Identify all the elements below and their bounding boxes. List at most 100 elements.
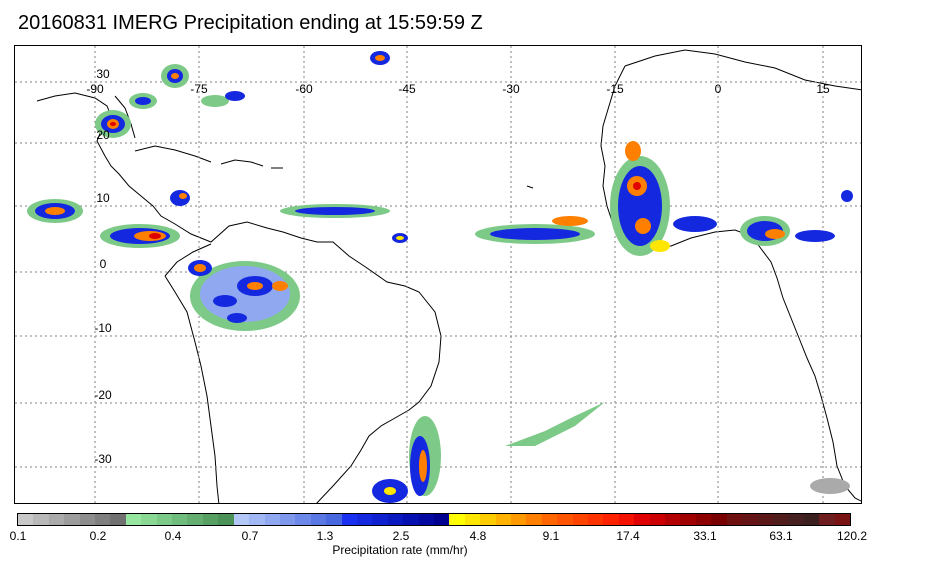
colorbar-swatch bbox=[48, 514, 65, 525]
precip-cell bbox=[135, 97, 151, 105]
colorbar-swatch bbox=[141, 514, 157, 525]
coastline-cape-verde bbox=[526, 185, 534, 189]
colorbar-title: Precipitation rate (mm/hr) bbox=[332, 543, 468, 557]
precip-band bbox=[505, 402, 605, 446]
colorbar-swatch bbox=[618, 514, 635, 525]
colorbar-swatch bbox=[464, 514, 481, 525]
precip-cell bbox=[635, 218, 651, 234]
colorbar-swatch bbox=[79, 514, 96, 525]
colorbar-swatch bbox=[711, 514, 727, 525]
precipitation-cells bbox=[27, 51, 853, 503]
map-canvas: -90 -75 -60 -45 -30 -15 0 15 30 20 10 0 -10 -20 -30 bbox=[15, 46, 861, 503]
colorbar-swatch bbox=[341, 514, 357, 525]
longitude-label: -45 bbox=[398, 82, 416, 96]
colorbar-swatch bbox=[403, 514, 419, 525]
longitude-label: 0 bbox=[715, 82, 722, 96]
colorbar-swatch bbox=[64, 514, 80, 525]
longitude-label: -90 bbox=[86, 82, 104, 96]
colorbar-swatch bbox=[326, 514, 342, 525]
coastlines bbox=[36, 49, 861, 503]
precip-cell bbox=[490, 228, 580, 240]
colorbar-tick-label: 63.1 bbox=[769, 529, 793, 543]
latitude-label: 30 bbox=[96, 67, 110, 81]
colorbar-swatch bbox=[249, 514, 265, 525]
longitude-label: -30 bbox=[502, 82, 520, 96]
precip-cell bbox=[375, 55, 385, 61]
latitude-label: -10 bbox=[94, 321, 112, 335]
colorbar-swatch bbox=[557, 514, 573, 525]
colorbar-swatch bbox=[18, 514, 34, 525]
precip-cell bbox=[625, 141, 641, 161]
colorbar-swatch bbox=[279, 514, 296, 525]
colorbar-swatch bbox=[433, 514, 450, 525]
colorbar-swatch bbox=[695, 514, 712, 525]
coastline-hispaniola bbox=[220, 159, 264, 167]
precip-cell bbox=[419, 450, 427, 482]
precip-cell bbox=[149, 233, 161, 239]
precip-cell bbox=[633, 182, 641, 190]
precip-cell bbox=[384, 487, 396, 495]
precip-cell bbox=[810, 478, 850, 494]
colorbar-tick-label: 4.8 bbox=[469, 529, 487, 543]
colorbar-swatch bbox=[264, 514, 280, 525]
coastline-americas bbox=[36, 92, 442, 503]
colorbar-swatch bbox=[757, 514, 773, 525]
colorbar-swatch bbox=[726, 514, 743, 525]
precip-cell bbox=[45, 207, 65, 215]
map-title: 20160831 IMERG Precipitation ending at 1… bbox=[18, 12, 483, 34]
colorbar-swatch bbox=[788, 514, 804, 525]
colorbar-swatch bbox=[541, 514, 558, 525]
colorbar-tick-label: 33.1 bbox=[693, 529, 717, 543]
precip-cell bbox=[194, 264, 206, 272]
coastline-south-america-west bbox=[164, 275, 220, 503]
precip-cell bbox=[295, 207, 375, 215]
latitude-label: 0 bbox=[100, 257, 107, 271]
colorbar-tick-label: 0.2 bbox=[89, 529, 107, 543]
colorbar-swatch bbox=[819, 514, 835, 525]
colorbar-swatch bbox=[310, 514, 327, 525]
precip-cell bbox=[673, 216, 717, 232]
colorbar-swatch bbox=[156, 514, 173, 525]
precip-cell bbox=[272, 281, 288, 291]
colorbar-tick-label: 120.2 bbox=[836, 529, 868, 543]
colorbar-tick-label: 0.1 bbox=[9, 529, 27, 543]
latitude-label: -30 bbox=[94, 452, 112, 466]
colorbar bbox=[17, 513, 851, 526]
colorbar-swatch bbox=[125, 514, 142, 525]
colorbar-swatch bbox=[511, 514, 527, 525]
colorbar-swatch bbox=[95, 514, 111, 525]
latitude-label: -20 bbox=[94, 388, 112, 402]
colorbar-tick-label: 0.4 bbox=[164, 529, 182, 543]
precipitation-map[interactable]: -90 -75 -60 -45 -30 -15 0 15 30 20 10 0 -10 -20 -30 bbox=[14, 45, 862, 504]
precip-cell bbox=[765, 229, 785, 239]
precip-cell bbox=[213, 295, 237, 307]
precip-cell bbox=[170, 190, 190, 206]
coastline-florida bbox=[114, 95, 136, 139]
colorbar-swatch bbox=[372, 514, 388, 525]
colorbar-tick-label: 2.5 bbox=[392, 529, 410, 543]
longitude-label: -75 bbox=[190, 82, 208, 96]
longitude-label: 15 bbox=[816, 82, 830, 96]
longitude-label: -60 bbox=[295, 82, 313, 96]
colorbar-swatch bbox=[742, 514, 758, 525]
gridlines bbox=[15, 46, 861, 503]
colorbar-tick-label: 0.7 bbox=[241, 529, 259, 543]
colorbar-swatch bbox=[834, 514, 850, 525]
colorbar-swatch bbox=[680, 514, 696, 525]
colorbar-swatch bbox=[172, 514, 188, 525]
colorbar-swatch bbox=[387, 514, 404, 525]
colorbar-swatch bbox=[772, 514, 789, 525]
precip-cell bbox=[110, 122, 116, 126]
colorbar-swatch bbox=[233, 514, 250, 525]
colorbar-swatch bbox=[356, 514, 373, 525]
colorbar-swatch bbox=[665, 514, 681, 525]
colorbar-swatch bbox=[588, 514, 604, 525]
colorbar-swatch bbox=[218, 514, 234, 525]
colorbar-swatch bbox=[187, 514, 203, 525]
colorbar-swatch bbox=[634, 514, 650, 525]
precip-cell bbox=[795, 230, 835, 242]
precip-cell bbox=[552, 216, 588, 226]
latitude-label: 20 bbox=[96, 128, 110, 142]
coastline-south-america-north bbox=[164, 243, 212, 277]
precip-cell bbox=[179, 193, 187, 199]
